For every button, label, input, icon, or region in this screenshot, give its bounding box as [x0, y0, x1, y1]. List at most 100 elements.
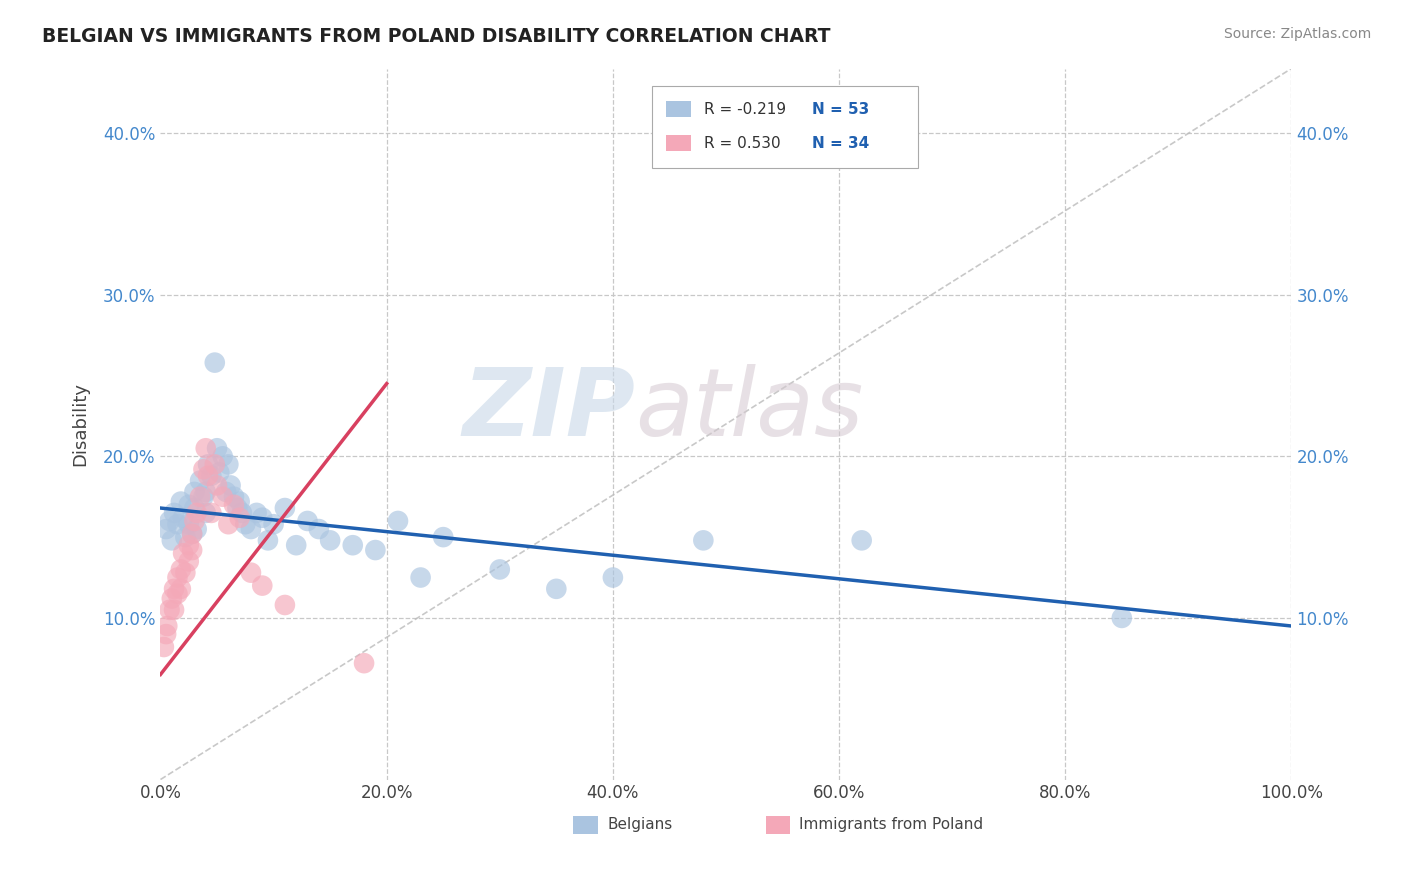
Point: [274, 501, 297, 516]
Point: [186, 522, 208, 536]
FancyBboxPatch shape: [666, 136, 690, 151]
Point: [233, 517, 256, 532]
Point: [1111, 611, 1133, 625]
Point: [200, 506, 222, 520]
Point: [252, 579, 274, 593]
Point: [239, 566, 262, 580]
Point: [170, 494, 193, 508]
Point: [219, 478, 242, 492]
Point: [155, 522, 177, 536]
Point: [153, 640, 176, 654]
Point: [263, 517, 285, 532]
Point: [181, 527, 204, 541]
Point: [222, 498, 245, 512]
Point: [319, 533, 342, 548]
Point: [163, 603, 186, 617]
Point: [222, 490, 245, 504]
Point: [155, 627, 177, 641]
Text: N = 34: N = 34: [811, 136, 869, 151]
Point: [183, 514, 205, 528]
Point: [602, 570, 624, 584]
Point: [204, 458, 226, 472]
Point: [208, 466, 231, 480]
Point: [297, 514, 319, 528]
Point: [257, 533, 280, 548]
Text: atlas: atlas: [636, 364, 863, 455]
Point: [851, 533, 873, 548]
Point: [160, 533, 183, 548]
Point: [166, 587, 188, 601]
Point: [183, 501, 205, 516]
Point: [211, 490, 233, 504]
Point: [166, 517, 188, 532]
Point: [215, 484, 238, 499]
Point: [174, 566, 197, 580]
Text: R = -0.219: R = -0.219: [704, 102, 786, 117]
Point: [211, 450, 233, 464]
Point: [197, 458, 219, 472]
Point: [177, 538, 200, 552]
Point: [488, 562, 510, 576]
Text: Source: ZipAtlas.com: Source: ZipAtlas.com: [1223, 27, 1371, 41]
Point: [193, 490, 215, 504]
Point: [186, 506, 208, 520]
Point: [197, 468, 219, 483]
Point: [308, 522, 330, 536]
Point: [181, 543, 204, 558]
Point: [194, 506, 217, 520]
Point: [226, 501, 249, 516]
Point: [546, 582, 568, 596]
Point: [353, 656, 375, 670]
Point: [432, 530, 454, 544]
Point: [285, 538, 308, 552]
Point: [409, 570, 432, 584]
Point: [177, 498, 200, 512]
Point: [170, 582, 193, 596]
Point: [194, 484, 217, 499]
Point: [239, 522, 262, 536]
Point: [205, 478, 228, 492]
Point: [159, 514, 181, 528]
Point: [231, 506, 253, 520]
Point: [228, 494, 250, 508]
FancyBboxPatch shape: [765, 816, 790, 834]
Point: [172, 510, 194, 524]
FancyBboxPatch shape: [652, 87, 918, 168]
Point: [177, 554, 200, 568]
Point: [172, 546, 194, 560]
Point: [364, 543, 387, 558]
Point: [200, 468, 222, 483]
Text: N = 53: N = 53: [811, 102, 869, 117]
Point: [252, 510, 274, 524]
Y-axis label: Disability: Disability: [72, 382, 89, 466]
Point: [228, 510, 250, 524]
Point: [159, 603, 181, 617]
Point: [156, 619, 179, 633]
Point: [217, 517, 239, 532]
Point: [274, 598, 297, 612]
Point: [217, 458, 239, 472]
FancyBboxPatch shape: [574, 816, 598, 834]
Point: [246, 506, 269, 520]
Point: [188, 474, 211, 488]
Point: [174, 530, 197, 544]
Text: R = 0.530: R = 0.530: [704, 136, 782, 151]
Text: Belgians: Belgians: [607, 817, 672, 832]
Point: [188, 490, 211, 504]
Point: [163, 582, 186, 596]
Text: Immigrants from Poland: Immigrants from Poland: [800, 817, 984, 832]
FancyBboxPatch shape: [666, 101, 690, 117]
Point: [204, 356, 226, 370]
Point: [387, 514, 409, 528]
Point: [177, 517, 200, 532]
Point: [692, 533, 714, 548]
Point: [170, 562, 193, 576]
Text: BELGIAN VS IMMIGRANTS FROM POLAND DISABILITY CORRELATION CHART: BELGIAN VS IMMIGRANTS FROM POLAND DISABI…: [42, 27, 831, 45]
Point: [205, 442, 228, 456]
Point: [194, 442, 217, 456]
Point: [193, 462, 215, 476]
Point: [163, 506, 186, 520]
Point: [183, 484, 205, 499]
Point: [160, 591, 183, 606]
Point: [342, 538, 364, 552]
